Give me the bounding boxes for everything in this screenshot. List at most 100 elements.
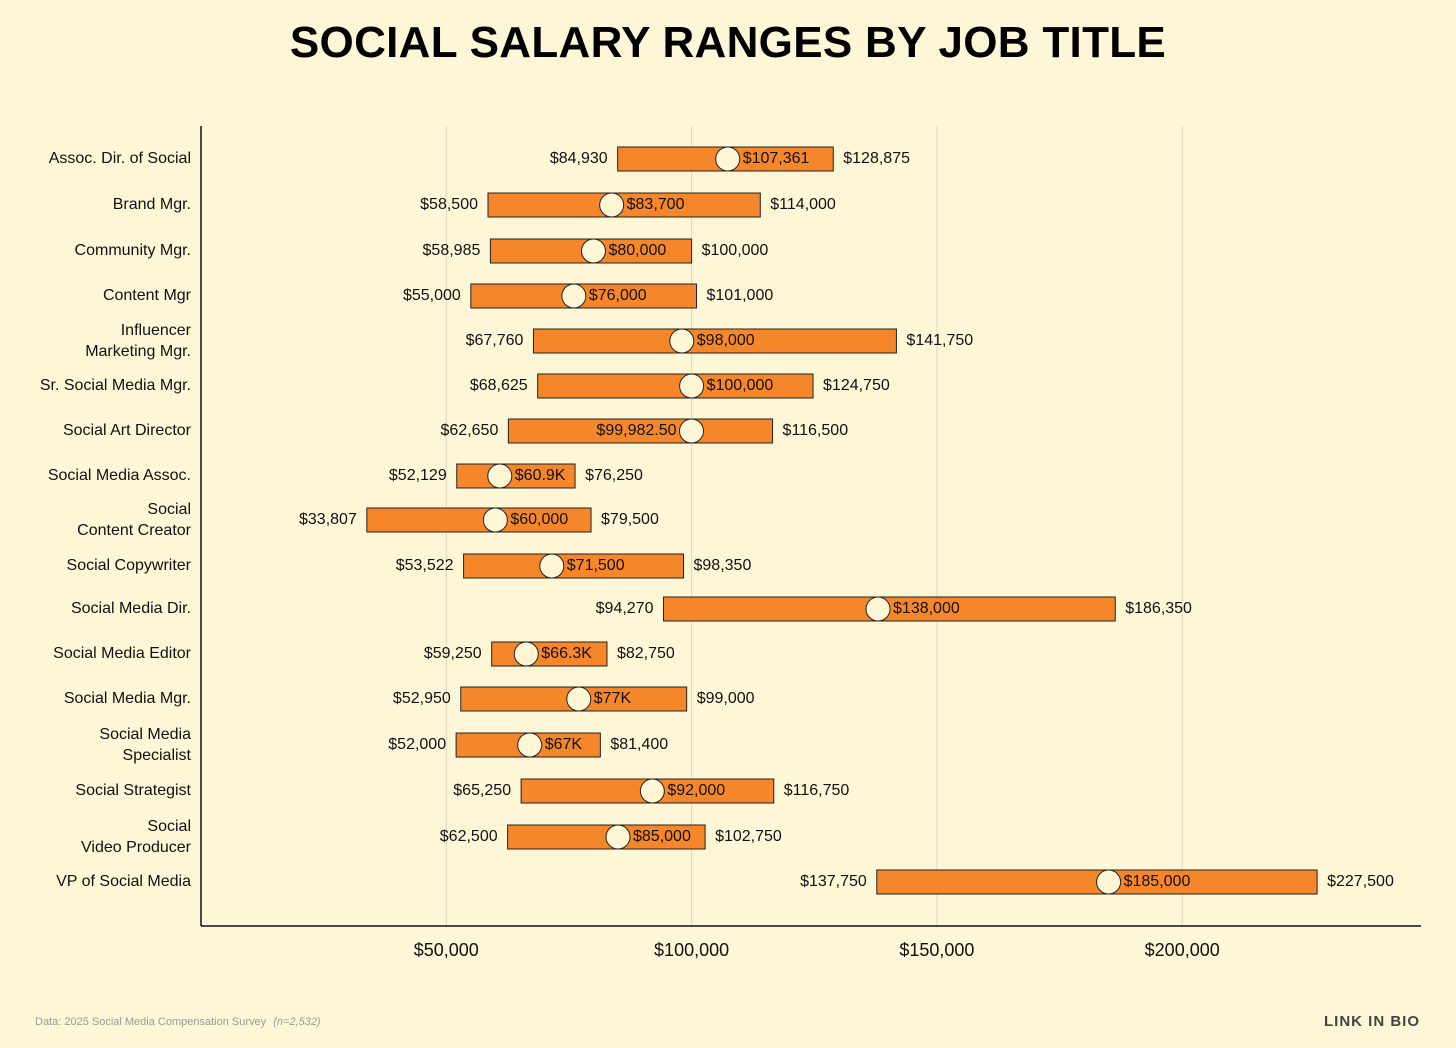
row-label: Social Media Assoc. (48, 467, 191, 484)
median-label: $67K (545, 736, 583, 753)
max-label: $99,000 (697, 690, 755, 707)
median-label: $83,700 (627, 196, 685, 213)
row-label: Social Art Director (63, 422, 192, 439)
median-label: $99,982.50 (596, 422, 676, 439)
median-marker (1096, 869, 1122, 895)
row-label: Video Producer (81, 839, 192, 856)
row-label: Community Mgr. (75, 242, 191, 259)
min-label: $62,650 (441, 422, 499, 439)
max-label: $81,400 (610, 736, 668, 753)
min-label: $62,500 (440, 828, 498, 845)
median-label: $60.9K (515, 467, 566, 484)
min-label: $67,760 (466, 332, 524, 349)
x-tick-label: $150,000 (899, 940, 974, 960)
median-marker (517, 732, 543, 758)
row-label: Social (147, 818, 191, 835)
median-marker (539, 553, 565, 579)
median-label: $77K (594, 690, 632, 707)
median-marker (566, 686, 592, 712)
sample-size-note: (n=2,532) (273, 1016, 321, 1028)
salary-range-chart: $50,000 $100,000 $150,000 $200,000 Assoc. Di… (40, 126, 1421, 960)
median-label: $185,000 (1124, 873, 1191, 890)
max-label: $116,750 (784, 782, 850, 799)
x-tick-label: $50,000 (414, 940, 479, 960)
x-tick-label: $100,000 (654, 940, 729, 960)
median-marker (599, 192, 625, 218)
median-marker (679, 373, 705, 399)
median-label: $71,500 (567, 557, 625, 574)
row-label: Sr. Social Media Mgr. (40, 377, 191, 394)
range-bar (366, 507, 592, 533)
row-label: Social Media Mgr. (64, 690, 191, 707)
brand-logo: LINK IN BIO (1324, 1013, 1420, 1030)
range-bar (537, 373, 814, 399)
median-label: $66.3K (541, 645, 592, 662)
min-label: $53,522 (396, 557, 454, 574)
row-label: Social (147, 501, 191, 518)
median-marker (487, 463, 513, 489)
median-marker (561, 283, 587, 309)
median-label: $107,361 (743, 150, 810, 167)
range-bar (532, 328, 897, 354)
min-label: $94,270 (596, 600, 654, 617)
max-label: $82,750 (617, 645, 675, 662)
max-label: $116,500 (783, 422, 849, 439)
min-label: $59,250 (424, 645, 482, 662)
max-label: $186,350 (1125, 600, 1192, 617)
median-label: $92,000 (667, 782, 725, 799)
range-bar (507, 418, 774, 444)
max-label: $98,350 (694, 557, 752, 574)
median-marker (865, 596, 891, 622)
median-marker (482, 507, 508, 533)
min-label: $52,950 (393, 690, 451, 707)
range-bar (456, 463, 576, 489)
x-tick-label: $200,000 (1145, 940, 1220, 960)
min-label: $52,000 (388, 736, 446, 753)
row-label: Assoc. Dir. of Social (49, 150, 191, 167)
max-label: $100,000 (702, 242, 769, 259)
row-label: Social Media Dir. (71, 600, 191, 617)
max-label: $79,500 (601, 511, 659, 528)
median-label: $60,000 (510, 511, 568, 528)
median-label: $100,000 (707, 377, 774, 394)
range-bar (491, 641, 608, 667)
median-label: $138,000 (893, 600, 960, 617)
row-label: Content Creator (77, 522, 192, 539)
min-label: $65,250 (453, 782, 511, 799)
range-bar (487, 192, 761, 218)
chart-title: SOCIAL SALARY RANGES BY JOB TITLE (289, 18, 1167, 67)
min-label: $58,985 (423, 242, 481, 259)
max-label: $141,750 (906, 332, 973, 349)
min-label: $137,750 (800, 873, 867, 890)
min-label: $84,930 (550, 150, 608, 167)
max-label: $227,500 (1327, 873, 1394, 890)
row-label: Specialist (123, 747, 192, 764)
row-label: Content Mgr (103, 287, 192, 304)
median-marker (580, 238, 606, 264)
median-marker (513, 641, 539, 667)
row-label: VP of Social Media (56, 873, 191, 890)
max-label: $102,750 (715, 828, 782, 845)
min-label: $68,625 (470, 377, 528, 394)
min-label: $52,129 (389, 467, 447, 484)
range-bar (470, 283, 698, 309)
median-marker (679, 418, 705, 444)
max-label: $76,250 (585, 467, 643, 484)
median-label: $80,000 (608, 242, 666, 259)
row-label: Influencer (121, 322, 192, 339)
min-label: $33,807 (299, 511, 357, 528)
max-label: $114,000 (770, 196, 836, 213)
median-marker (639, 778, 665, 804)
median-marker (715, 146, 741, 172)
median-label: $98,000 (697, 332, 755, 349)
row-label: Social Media Editor (53, 645, 192, 662)
max-label: $128,875 (843, 150, 910, 167)
row-label: Social Media (99, 726, 191, 743)
data-source-note: Data: 2025 Social Media Compensation Sur… (35, 1016, 321, 1028)
median-label: $85,000 (633, 828, 691, 845)
max-label: $124,750 (823, 377, 890, 394)
median-label: $76,000 (589, 287, 647, 304)
max-label: $101,000 (707, 287, 774, 304)
min-label: $55,000 (403, 287, 461, 304)
row-label: Social Copywriter (67, 557, 192, 574)
